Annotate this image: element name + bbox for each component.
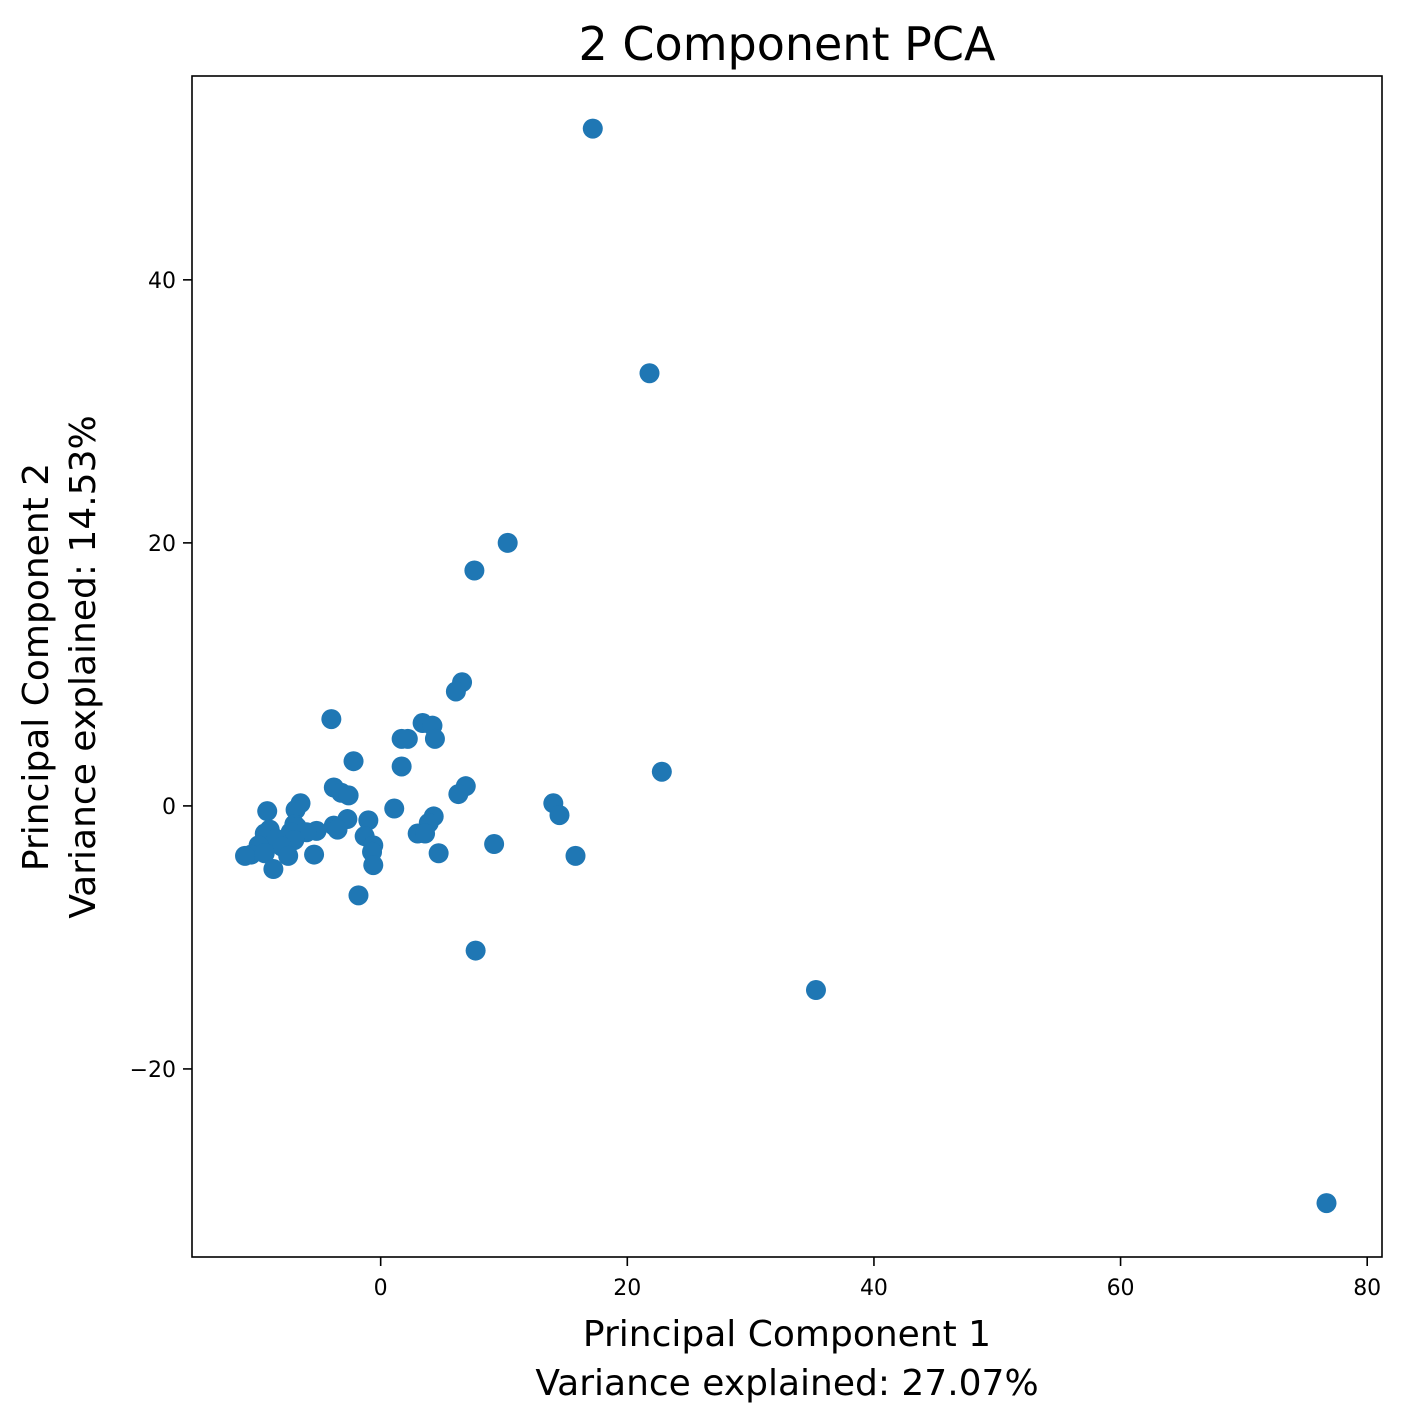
x-tick-label: 40: [860, 1276, 888, 1301]
x-axis-ticks: 0 20 40 60 80: [374, 1257, 1381, 1301]
scatter-point: [263, 859, 284, 880]
scatter-point: [445, 681, 466, 702]
plot-frame: [191, 75, 1383, 1258]
y-tick-label: 40: [148, 269, 176, 294]
scatter-point: [363, 855, 384, 876]
scatter-point: [424, 728, 445, 749]
scatter-point: [639, 363, 660, 384]
scatter-point: [391, 756, 412, 777]
y-tick-label: −20: [130, 1058, 176, 1083]
scatter-point: [465, 940, 486, 961]
x-tick-label: 80: [1353, 1276, 1381, 1301]
chart-title: 2 Component PCA: [579, 17, 996, 71]
x-tick-label: 60: [1107, 1276, 1135, 1301]
y-axis-label-line-2: Variance explained: 14.53%: [63, 415, 104, 918]
data-points: [235, 118, 1337, 1214]
x-tick-label: 20: [613, 1276, 641, 1301]
scatter-point: [278, 845, 299, 866]
scatter-point: [397, 728, 418, 749]
scatter-point: [448, 784, 469, 805]
scatter-point: [565, 845, 586, 866]
scatter-point: [327, 819, 348, 840]
scatter-point: [651, 761, 672, 782]
scatter-point: [415, 823, 436, 844]
x-axis-label-line-1: Principal Component 1: [583, 1314, 991, 1355]
scatter-point: [464, 560, 485, 581]
scatter-point: [257, 801, 278, 822]
x-axis-label-line-2: Variance explained: 27.07%: [535, 1363, 1038, 1404]
scatter-point: [304, 844, 325, 865]
scatter-point: [338, 785, 359, 806]
scatter-point: [343, 751, 364, 772]
y-axis-label: Principal Component 2 Variance explained…: [16, 415, 104, 918]
scatter-point: [285, 799, 306, 820]
scatter-point: [321, 709, 342, 730]
scatter-point: [348, 885, 369, 906]
scatter-point: [805, 980, 826, 1001]
scatter-point: [428, 843, 449, 864]
y-tick-label: 0: [162, 795, 176, 820]
x-axis-label: Principal Component 1 Variance explained…: [535, 1314, 1038, 1404]
scatter-point: [582, 118, 603, 139]
x-tick-label: 0: [374, 1276, 388, 1301]
scatter-point: [235, 845, 256, 866]
y-tick-label: 20: [148, 532, 176, 557]
scatter-point: [1316, 1193, 1337, 1214]
scatter-point: [358, 810, 379, 831]
scatter-point: [497, 532, 518, 553]
y-axis-ticks: −20 0 20 40: [130, 269, 192, 1083]
scatter-point: [384, 798, 405, 819]
y-axis-label-line-1: Principal Component 2: [16, 463, 57, 871]
scatter-point: [254, 843, 275, 864]
scatter-point: [549, 805, 570, 826]
scatter-point: [484, 834, 505, 855]
